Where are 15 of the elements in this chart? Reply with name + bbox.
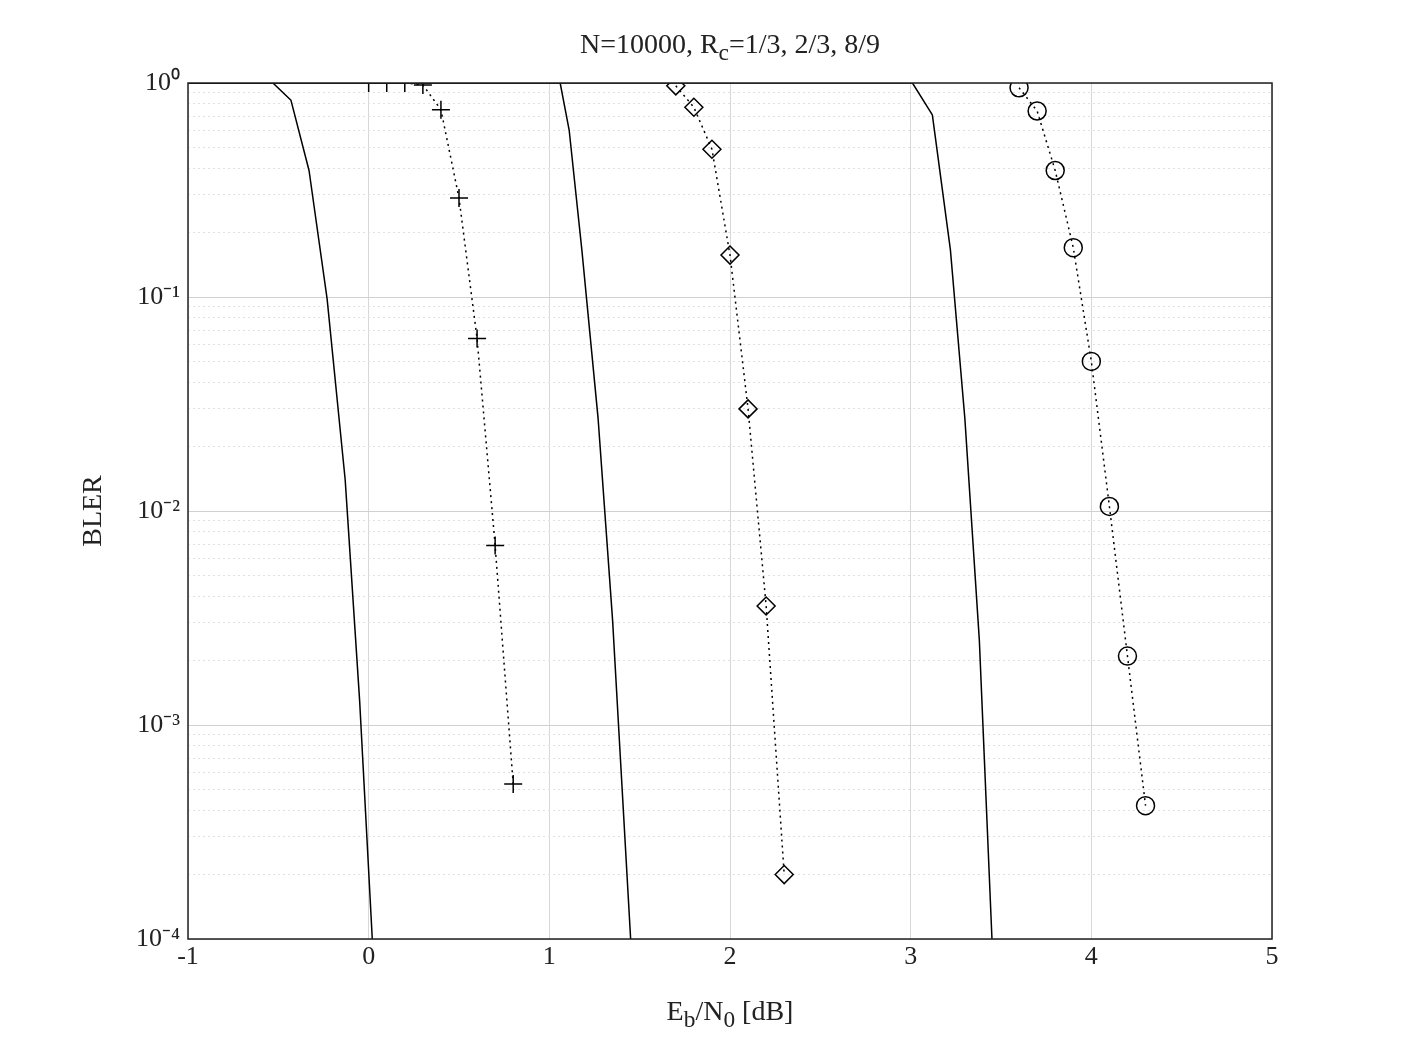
chart-title: N=10000, R$_{c}$=1/3, 2/3, 8/9 bbox=[579, 28, 881, 66]
x-tick-label: 4 bbox=[1084, 941, 1098, 971]
y-axis-title: BLER bbox=[76, 475, 108, 547]
x-tick-label: 1 bbox=[542, 941, 556, 971]
x-tick-label: 0 bbox=[362, 941, 376, 971]
y-tick-label: 10⁻³ bbox=[137, 708, 181, 738]
x-tick-label: 2 bbox=[723, 941, 737, 971]
y-tick-label: 10⁻⁴ bbox=[135, 922, 180, 952]
x-tick-label: 5 bbox=[1265, 941, 1279, 971]
x-tick-label: -1 bbox=[177, 941, 199, 971]
x-axis-title: E$_{b}$/N$_{0}$ [dB] bbox=[666, 995, 794, 1033]
y-tick-label: 10⁻¹ bbox=[137, 280, 180, 310]
y-tick-label: 10⁰ bbox=[145, 66, 180, 96]
y-tick-label: 10⁻² bbox=[137, 494, 181, 524]
x-tick-label: 3 bbox=[904, 941, 918, 971]
